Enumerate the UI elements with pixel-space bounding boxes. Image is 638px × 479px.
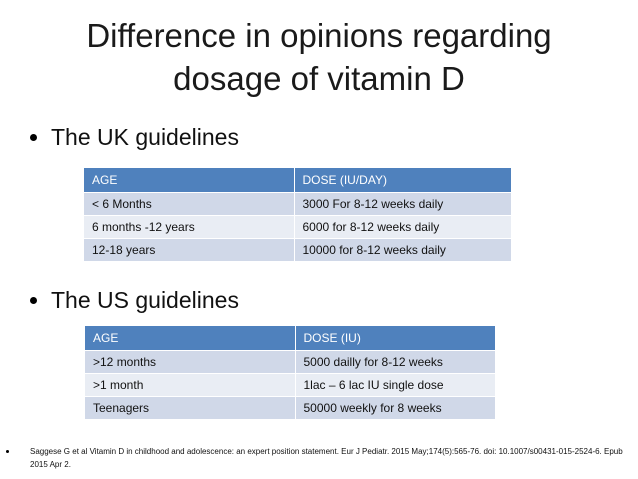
dose-column-header: DOSE (IU/DAY): [294, 168, 511, 193]
dose-cell: 5000 dailly for 8-12 weeks: [295, 350, 495, 374]
bullet-icon: [30, 134, 37, 141]
age-cell: >12 months: [85, 350, 296, 374]
bullet-icon: [6, 450, 9, 453]
table-row: >1 month 1lac – 6 lac IU single dose: [85, 373, 495, 397]
dose-cell: 10000 for 8-12 weeks daily: [294, 238, 511, 261]
age-cell: 6 months -12 years: [84, 215, 295, 239]
age-column-header: AGE: [85, 326, 296, 351]
age-cell: 12-18 years: [84, 238, 295, 261]
dose-cell: 3000 For 8-12 weeks daily: [294, 192, 511, 216]
bullet-icon: [30, 297, 37, 304]
table-row: >12 months 5000 dailly for 8-12 weeks: [85, 350, 495, 374]
slide-title-line-1: Difference in opinions regarding: [86, 17, 552, 54]
uk-guidelines-bullet: The UK guidelines: [30, 124, 239, 151]
table-header-row: AGE DOSE (IU): [85, 326, 495, 351]
table-row: Teenagers 50000 weekly for 8 weeks: [85, 396, 495, 419]
us-guidelines-bullet: The US guidelines: [30, 287, 239, 314]
age-cell: Teenagers: [85, 396, 296, 419]
table-row: 12-18 years 10000 for 8-12 weeks daily: [84, 238, 511, 261]
uk-guidelines-table: AGE DOSE (IU/DAY) < 6 Months 3000 For 8-…: [84, 168, 511, 261]
slide-title-line-2: dosage of vitamin D: [173, 60, 465, 97]
us-guidelines-table: AGE DOSE (IU) >12 months 5000 dailly for…: [85, 326, 495, 419]
table-row: < 6 Months 3000 For 8-12 weeks daily: [84, 192, 511, 216]
table-row: 6 months -12 years 6000 for 8-12 weeks d…: [84, 215, 511, 239]
us-guidelines-label: The US guidelines: [51, 287, 239, 313]
dose-column-header: DOSE (IU): [295, 326, 495, 351]
age-cell: >1 month: [85, 373, 296, 397]
slide-title: Difference in opinions regarding dosage …: [0, 14, 638, 100]
dose-cell: 50000 weekly for 8 weeks: [295, 396, 495, 419]
age-cell: < 6 Months: [84, 192, 295, 216]
dose-cell: 1lac – 6 lac IU single dose: [295, 373, 495, 397]
table-header-row: AGE DOSE (IU/DAY): [84, 168, 511, 193]
reference-footnote: Saggese G et al Vitamin D in childhood a…: [6, 445, 631, 471]
uk-guidelines-label: The UK guidelines: [51, 124, 239, 150]
reference-text: Saggese G et al Vitamin D in childhood a…: [30, 447, 623, 469]
age-column-header: AGE: [84, 168, 295, 193]
dose-cell: 6000 for 8-12 weeks daily: [294, 215, 511, 239]
